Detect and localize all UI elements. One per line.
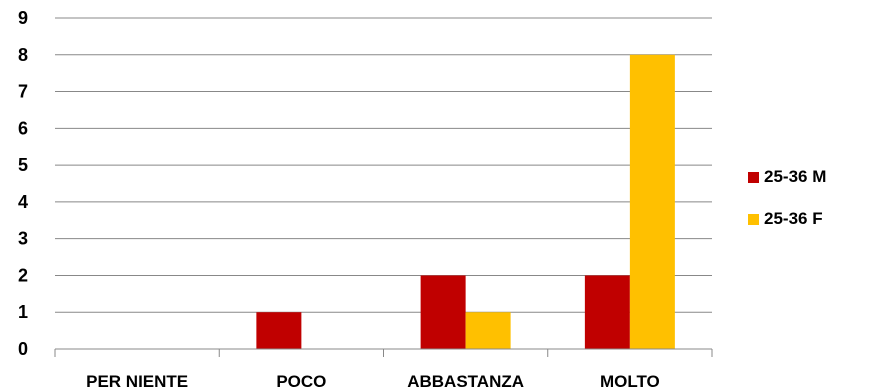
x-category-label-1: POCO [276,372,326,391]
legend-swatch-male [748,171,759,183]
gridlines [55,17,712,313]
y-tick-label-0: 0 [18,339,28,359]
y-tick-label-4: 4 [18,192,28,212]
x-category-label-0: PER NIENTE [86,372,188,391]
x-category-label-2: ABBASTANZA [407,372,524,391]
bars [256,54,675,350]
bar-female-2 [465,312,511,349]
legend-item-female: 25-36 F [748,208,826,230]
legend: 25-36 M 25-36 F [748,166,826,250]
bar-male-3 [584,275,630,349]
legend-label-male: 25-36 M [764,167,827,186]
y-axis-tick-labels: 0 1 2 3 4 5 6 7 8 9 [18,8,28,359]
x-axis-tick-marks [54,349,713,357]
y-tick-label-5: 5 [18,155,28,175]
y-tick-label-6: 6 [18,118,28,138]
x-category-label-3: MOLTO [600,372,660,391]
y-tick-label-1: 1 [18,302,28,322]
legend-item-male: 25-36 M [748,166,826,188]
y-tick-label-2: 2 [18,265,28,285]
legend-swatch-female [748,213,759,225]
bar-male-2 [420,275,466,349]
y-tick-label-3: 3 [18,229,28,249]
bar-female-3 [629,54,675,350]
y-tick-label-8: 8 [18,45,28,65]
y-tick-label-7: 7 [18,82,28,102]
legend-label-female: 25-36 F [764,209,823,228]
bar-male-1 [256,312,302,349]
x-axis-category-labels: PER NIENTE POCO ABBASTANZA MOLTO [86,372,660,391]
y-tick-label-9: 9 [18,8,28,28]
